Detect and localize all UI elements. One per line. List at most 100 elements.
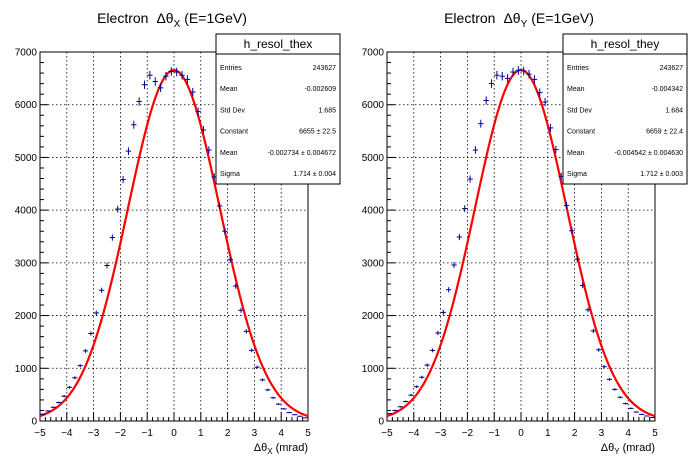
data-point <box>163 71 169 81</box>
stats-label: Std Dev <box>220 107 245 114</box>
data-point <box>521 66 527 76</box>
gaussian-fit-line <box>39 69 309 418</box>
title-subscript: Y <box>521 19 528 30</box>
x-axis-label: ΔθX (mrad) <box>254 442 308 456</box>
stats-label: Entries <box>567 65 589 72</box>
data-point <box>440 310 446 315</box>
data-point <box>628 407 634 410</box>
data-point <box>579 282 586 289</box>
data-point <box>88 331 94 336</box>
data-point <box>537 88 543 97</box>
x-tick-label: 0 <box>518 428 524 439</box>
data-point <box>392 409 398 412</box>
stats-box-frame <box>562 33 688 185</box>
data-point <box>184 75 191 84</box>
data-point <box>531 75 538 84</box>
data-point <box>472 146 479 154</box>
panel-left: Electron ΔθX (E=1GeV) −5 −4 −3 −2 −1 0 1 2 3 4 50100… <box>15 10 341 456</box>
title-symbol: Δθ <box>503 10 520 26</box>
data-point <box>462 205 468 212</box>
data-point <box>467 175 473 183</box>
x-tick-label: −2 <box>115 428 127 439</box>
x-tick-label: −4 <box>408 428 420 439</box>
data-points <box>40 67 308 419</box>
data-point <box>553 145 559 154</box>
data-point <box>222 228 228 235</box>
title-energy: (E=1GeV) <box>531 10 594 26</box>
data-point <box>644 415 650 417</box>
data-point <box>174 67 180 77</box>
data-point <box>45 410 51 412</box>
data-point <box>72 376 78 380</box>
data-point <box>563 202 570 209</box>
data-point <box>638 413 645 416</box>
stats-label: Constant <box>567 129 595 136</box>
x-tick-label: −1 <box>488 428 500 439</box>
data-point <box>286 411 292 414</box>
xlabel-subscript: X <box>267 447 273 456</box>
x-tick-label: 2 <box>225 428 231 439</box>
stats-box-frame <box>215 33 341 185</box>
data-point <box>387 412 393 415</box>
data-point <box>147 70 153 80</box>
x-tick-label: −5 <box>34 428 46 439</box>
data-point <box>259 378 266 382</box>
stats-box: h_resol_they Entries 243627 Mean -0.004342 S… <box>562 33 688 185</box>
data-point <box>606 377 613 381</box>
data-point <box>526 69 532 79</box>
stats-label: Constant <box>220 129 248 136</box>
data-point <box>574 256 580 263</box>
data-point <box>488 79 495 88</box>
data-point <box>633 411 639 413</box>
data-point <box>649 417 655 419</box>
stats-box: h_resol_thex Entries 243627 Mean -0.002609 S… <box>215 33 341 185</box>
y-tick-label: 6000 <box>15 100 38 111</box>
data-point <box>82 348 89 353</box>
data-point <box>109 234 116 241</box>
data-point <box>275 403 282 406</box>
data-point <box>413 385 420 389</box>
data-point <box>190 87 196 97</box>
data-point <box>141 80 148 89</box>
x-axis-label: ΔθY (mrad) <box>601 442 655 456</box>
title-symbol: Δθ <box>156 10 173 26</box>
stats-value: 1.714 ± 0.004 <box>293 171 336 178</box>
stats-value: -0.002734 ± 0.004672 <box>268 150 337 157</box>
stats-value: -0.004542 ± 0.004630 <box>615 150 684 157</box>
y-tick-label: 5000 <box>15 153 38 164</box>
data-point <box>542 97 548 107</box>
data-point <box>302 417 308 419</box>
data-point <box>61 395 67 398</box>
data-point <box>478 119 484 128</box>
data-point <box>98 287 105 293</box>
data-point <box>238 307 244 313</box>
xlabel-unit: (mrad) <box>276 442 308 454</box>
x-tick-label: −5 <box>381 428 393 439</box>
data-point <box>195 107 201 116</box>
y-tick-label: 4000 <box>15 206 38 217</box>
xlabel-subscript: Y <box>614 447 620 456</box>
x-tick-label: 4 <box>625 428 631 439</box>
stats-value: 6659 ± 22.4 <box>646 129 683 136</box>
stats-label: Sigma <box>220 171 240 178</box>
x-tick-label: −1 <box>141 428 153 439</box>
stats-label: Sigma <box>567 171 587 178</box>
data-point <box>515 66 521 75</box>
data-point <box>40 413 46 415</box>
chart-title: Electron ΔθX (E=1GeV) <box>97 10 247 30</box>
fit-curve <box>39 69 309 418</box>
stats-label: Std Dev <box>567 107 592 114</box>
data-point <box>104 262 110 269</box>
stats-histogram-name: h_resol_they <box>591 37 660 51</box>
data-point <box>590 328 597 334</box>
data-point <box>504 74 511 83</box>
data-point <box>510 67 516 77</box>
x-tick-label: 1 <box>198 428 204 439</box>
data-point <box>152 77 158 86</box>
x-tick-label: 1 <box>545 428 551 439</box>
y-tick-label: 0 <box>378 417 384 428</box>
stats-label: Mean <box>220 86 238 93</box>
stats-value: -0.004342 <box>651 86 683 93</box>
y-tick-label: 5000 <box>362 153 385 164</box>
